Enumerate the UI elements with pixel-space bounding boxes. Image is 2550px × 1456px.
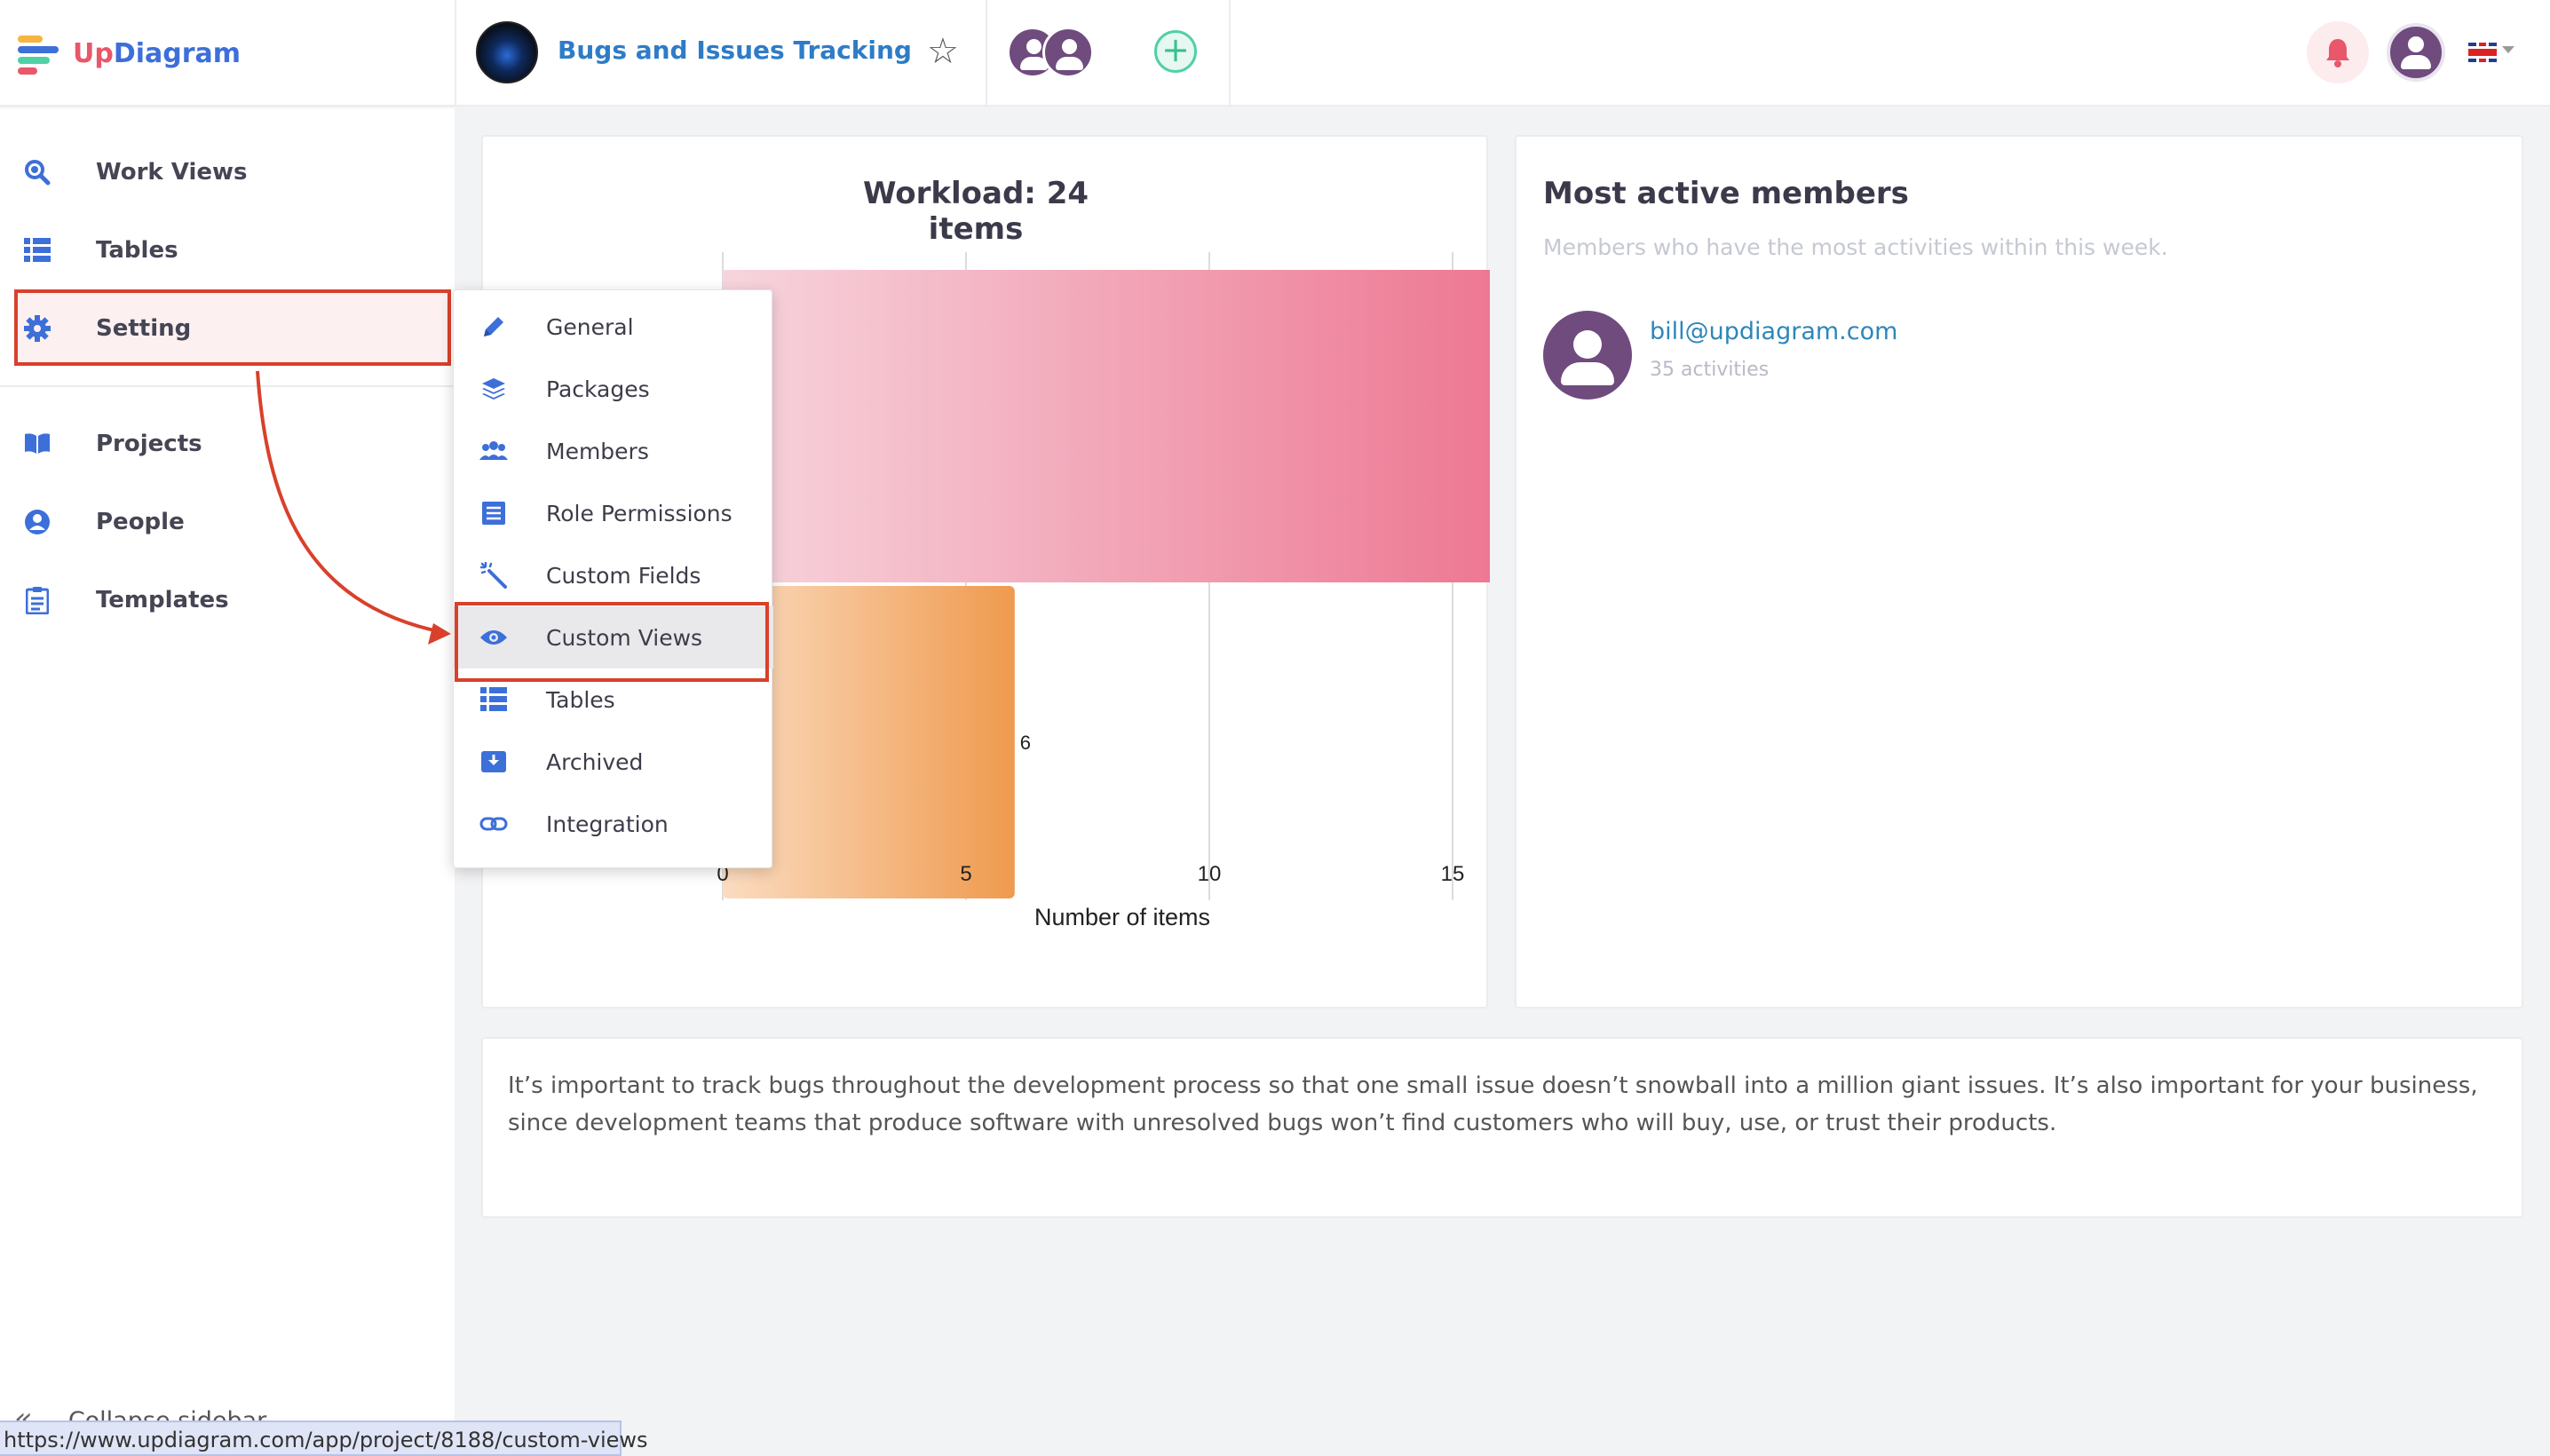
chart-title: Workload: 24 items [862, 176, 1089, 247]
menu-item-archived[interactable]: Archived [454, 731, 773, 793]
workload-chart: 6 0 5 10 15 Number of items [717, 252, 1490, 930]
member-row[interactable]: bill@updiagram.com 35 activities [1543, 311, 2165, 403]
pencil-icon [479, 312, 509, 342]
sidebar-item-templates[interactable]: Templates [0, 561, 455, 639]
project-title[interactable]: Bugs and Issues Tracking [558, 36, 912, 65]
project-description: It’s important to track bugs throughout … [508, 1072, 2478, 1136]
chevron-down-icon[interactable] [2502, 46, 2514, 53]
custom-views-highlight-box [455, 602, 769, 682]
most-active-members-card: Most active members Members who have the… [1515, 135, 2523, 1009]
book-icon [21, 428, 53, 460]
sidebar-item-label: Work Views [96, 159, 248, 186]
bar-data-label: 6 [1020, 732, 1031, 754]
list-icon [21, 234, 53, 266]
menu-item-label: Tables [546, 686, 615, 713]
menu-item-tables[interactable]: Tables [454, 669, 773, 731]
menu-item-label: Custom Views [546, 624, 703, 651]
menu-item-label: Archived [546, 748, 644, 775]
x-axis-label: Number of items [1034, 904, 1210, 930]
header-divider [1229, 0, 1231, 107]
menu-item-general[interactable]: General [454, 296, 773, 358]
top-header: UpDiagram Bugs and Issues Tracking ☆ + [0, 0, 2550, 107]
add-member-button[interactable]: + [1154, 30, 1197, 73]
sidebar-item-people[interactable]: People [0, 483, 455, 561]
menu-item-members[interactable]: Members [454, 420, 773, 482]
clipboard-icon [21, 584, 53, 616]
chart-bar[interactable] [723, 270, 1490, 582]
bell-icon [2326, 39, 2349, 67]
sidebar-item-label: Templates [96, 587, 229, 613]
menu-item-label: Role Permissions [546, 500, 733, 526]
archive-icon [479, 747, 509, 777]
member-activity-count: 35 activities [1650, 359, 1770, 381]
setting-highlight-box [14, 289, 451, 366]
sidebar-item-tables[interactable]: Tables [0, 211, 455, 289]
header-divider [455, 0, 456, 107]
x-tick-label: 15 [1441, 862, 1465, 886]
settings-dropdown-menu: General Packages Members Role Permission… [453, 289, 773, 868]
members-card-subtitle: Members who have the most activities wit… [1543, 234, 2168, 260]
logo-text: UpDiagram [73, 37, 242, 69]
app-logo[interactable]: UpDiagram [18, 32, 241, 75]
chart-bar[interactable] [723, 586, 1015, 898]
person-icon [21, 506, 53, 538]
header-divider [986, 0, 987, 107]
menu-item-custom-fields[interactable]: Custom Fields [454, 544, 773, 606]
sidebar-item-work-views[interactable]: Work Views [0, 133, 455, 211]
project-description-card: It’s important to track bugs throughout … [481, 1037, 2523, 1218]
x-tick-label: 10 [1198, 862, 1222, 886]
sidebar-item-label: Tables [96, 237, 178, 264]
gear-icon [21, 313, 53, 344]
list-icon [479, 684, 509, 715]
menu-item-label: Members [546, 438, 649, 464]
sidebar-item-label: Setting [96, 315, 192, 342]
menu-item-label: Custom Fields [546, 562, 701, 589]
search-icon [21, 156, 53, 188]
project-avatar[interactable] [476, 21, 538, 83]
sidebar-item-setting[interactable]: Setting [0, 289, 455, 368]
user-avatar[interactable] [2387, 23, 2445, 82]
users-icon [479, 436, 509, 466]
members-card-title: Most active members [1543, 176, 1909, 211]
star-icon[interactable]: ☆ [927, 31, 959, 72]
link-icon [479, 809, 509, 839]
sidebar-divider [0, 385, 455, 387]
uk-flag-icon[interactable] [2468, 43, 2497, 62]
eye-icon [479, 622, 509, 653]
member-email[interactable]: bill@updiagram.com [1650, 318, 1898, 345]
sidebar-item-label: Projects [96, 431, 202, 457]
menu-item-label: Packages [546, 376, 650, 402]
magic-wand-icon [479, 560, 509, 590]
layers-icon [479, 374, 509, 404]
menu-item-custom-views[interactable]: Custom Views [454, 606, 773, 669]
avatar [1543, 311, 1632, 400]
sidebar-item-label: People [96, 509, 185, 535]
sidebar: Work Views Tables Setting Projects Peopl… [0, 108, 455, 1456]
x-tick-label: 5 [960, 862, 971, 886]
member-avatar[interactable] [1042, 27, 1094, 78]
menu-item-label: Integration [546, 811, 669, 837]
status-bar-url: https://www.updiagram.com/app/project/81… [0, 1420, 648, 1456]
logo-icon [18, 32, 66, 75]
menu-item-role-permissions[interactable]: Role Permissions [454, 482, 773, 544]
list-box-icon [479, 498, 509, 528]
sidebar-item-projects[interactable]: Projects [0, 405, 455, 483]
menu-item-label: General [546, 313, 634, 340]
menu-item-integration[interactable]: Integration [454, 793, 773, 855]
notification-button[interactable] [2307, 21, 2369, 83]
menu-item-packages[interactable]: Packages [454, 358, 773, 420]
